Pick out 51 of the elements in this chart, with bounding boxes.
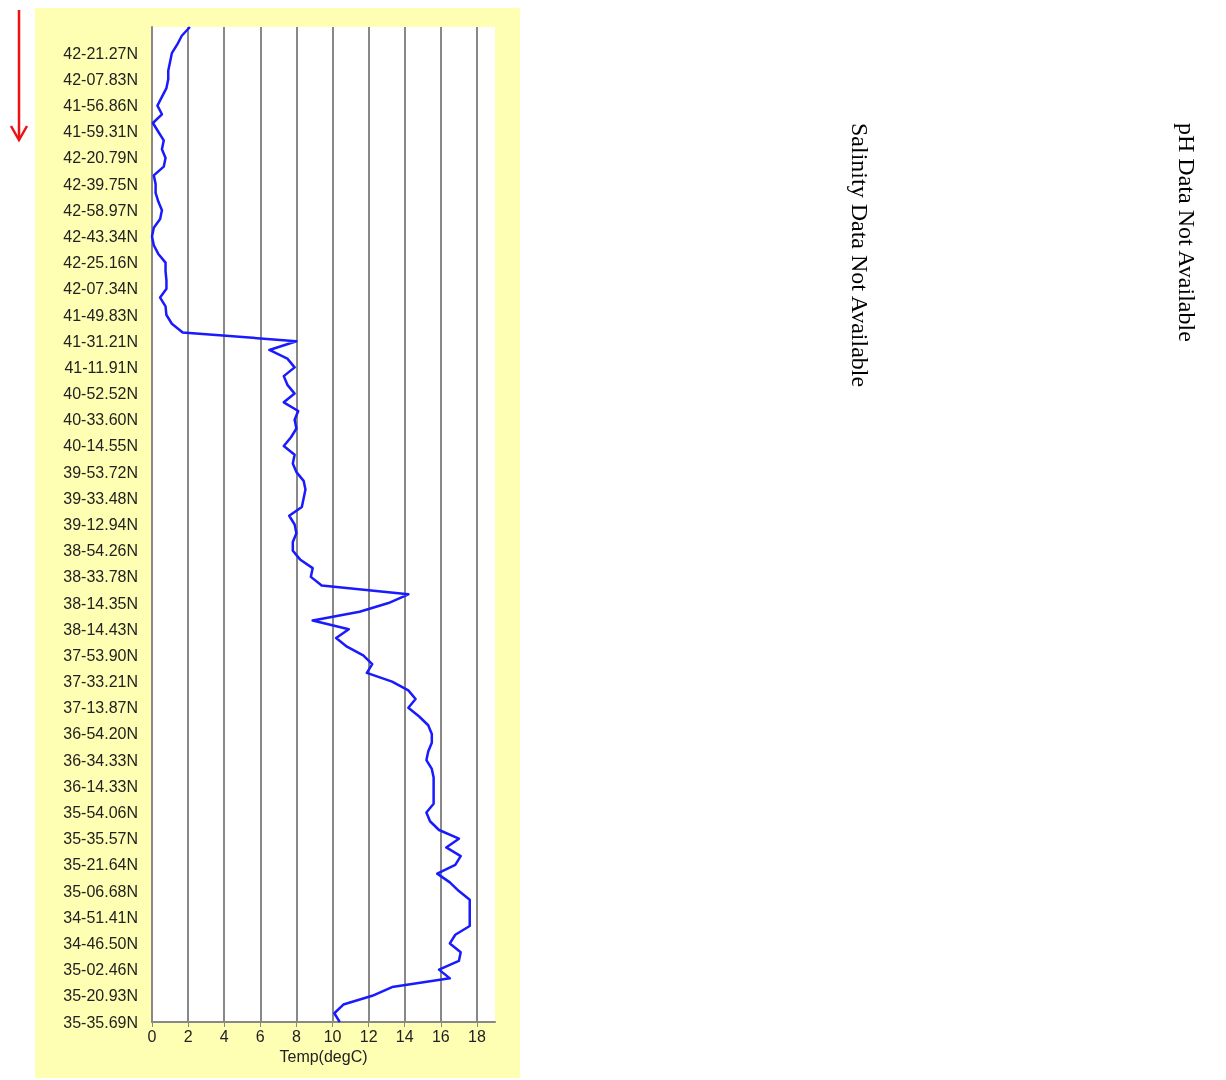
y-tick-label: 42-39.75N [63, 175, 138, 193]
x-tick-label: 10 [323, 1027, 342, 1045]
y-tick-label: 34-51.41N [63, 908, 138, 926]
y-tick-label: 38-33.78N [63, 568, 138, 586]
y-tick-label: 42-58.97N [63, 201, 138, 219]
y-tick-label: 38-14.43N [63, 620, 138, 638]
x-tick-label: 18 [468, 1027, 486, 1045]
text: Salinity Data Not Available [847, 123, 873, 388]
y-tick-label: 41-11.91N [64, 358, 138, 376]
y-tick-label: 38-54.26N [63, 542, 138, 560]
x-tick-label: 8 [291, 1027, 301, 1045]
y-tick-label: 41-31.21N [63, 332, 138, 350]
x-tick-label: 0 [147, 1027, 157, 1045]
y-tick-label: 36-14.33N [63, 777, 138, 795]
y-tick-label: 40-33.60N [63, 411, 138, 429]
y-tick-label: 34-46.50N [63, 934, 138, 952]
y-tick-label: 36-54.20N [63, 725, 138, 743]
y-tick-label: 35-54.06N [63, 804, 138, 822]
y-tick-label: 35-21.64N [63, 856, 138, 874]
y-tick-label: 41-56.86N [63, 97, 138, 115]
y-tick-label: 39-33.48N [63, 489, 138, 507]
text: pH Data Not Available [1174, 123, 1200, 342]
y-tick-label: 35-20.93N [63, 987, 138, 1005]
x-tick-label: 12 [359, 1027, 378, 1045]
y-tick-label: 42-20.79N [63, 149, 138, 167]
y-tick-label: 36-34.33N [63, 751, 138, 769]
x-tick-label: 14 [395, 1027, 414, 1045]
y-tick-label: 35-02.46N [63, 961, 138, 979]
x-tick-label: 4 [219, 1027, 229, 1045]
y-tick-label: 41-49.83N [63, 306, 138, 324]
y-tick-label: 37-33.21N [63, 673, 138, 691]
y-tick-label: 35-06.68N [63, 882, 138, 900]
x-axis-title: Temp(degC) [279, 1048, 368, 1066]
y-tick-label: 40-52.52N [63, 385, 138, 403]
y-tick-label: 37-13.87N [63, 699, 138, 717]
x-tick-label: 2 [183, 1027, 193, 1045]
y-tick-label: 41-59.31N [63, 123, 138, 141]
y-tick-label: 42-25.16N [63, 254, 138, 272]
x-tick-label: 16 [431, 1027, 450, 1045]
y-tick-label: 40-14.55N [63, 437, 138, 455]
y-tick-label: 38-14.35N [63, 594, 138, 612]
y-tick-label: 39-12.94N [63, 516, 138, 533]
y-tick-label: 42-43.34N [63, 227, 138, 245]
y-tick-label: 37-53.90N [63, 646, 138, 664]
y-tick-label: 35-35.69N [63, 1013, 138, 1031]
x-tick-label: 6 [255, 1027, 265, 1045]
y-tick-label: 42-07.83N [63, 70, 138, 88]
y-tick-label: 42-07.34N [63, 280, 138, 298]
y-tick-label: 35-35.57N [63, 830, 138, 848]
y-tick-label: 42-21.27N [63, 44, 138, 62]
y-tick-label: 39-53.72N [63, 463, 138, 481]
